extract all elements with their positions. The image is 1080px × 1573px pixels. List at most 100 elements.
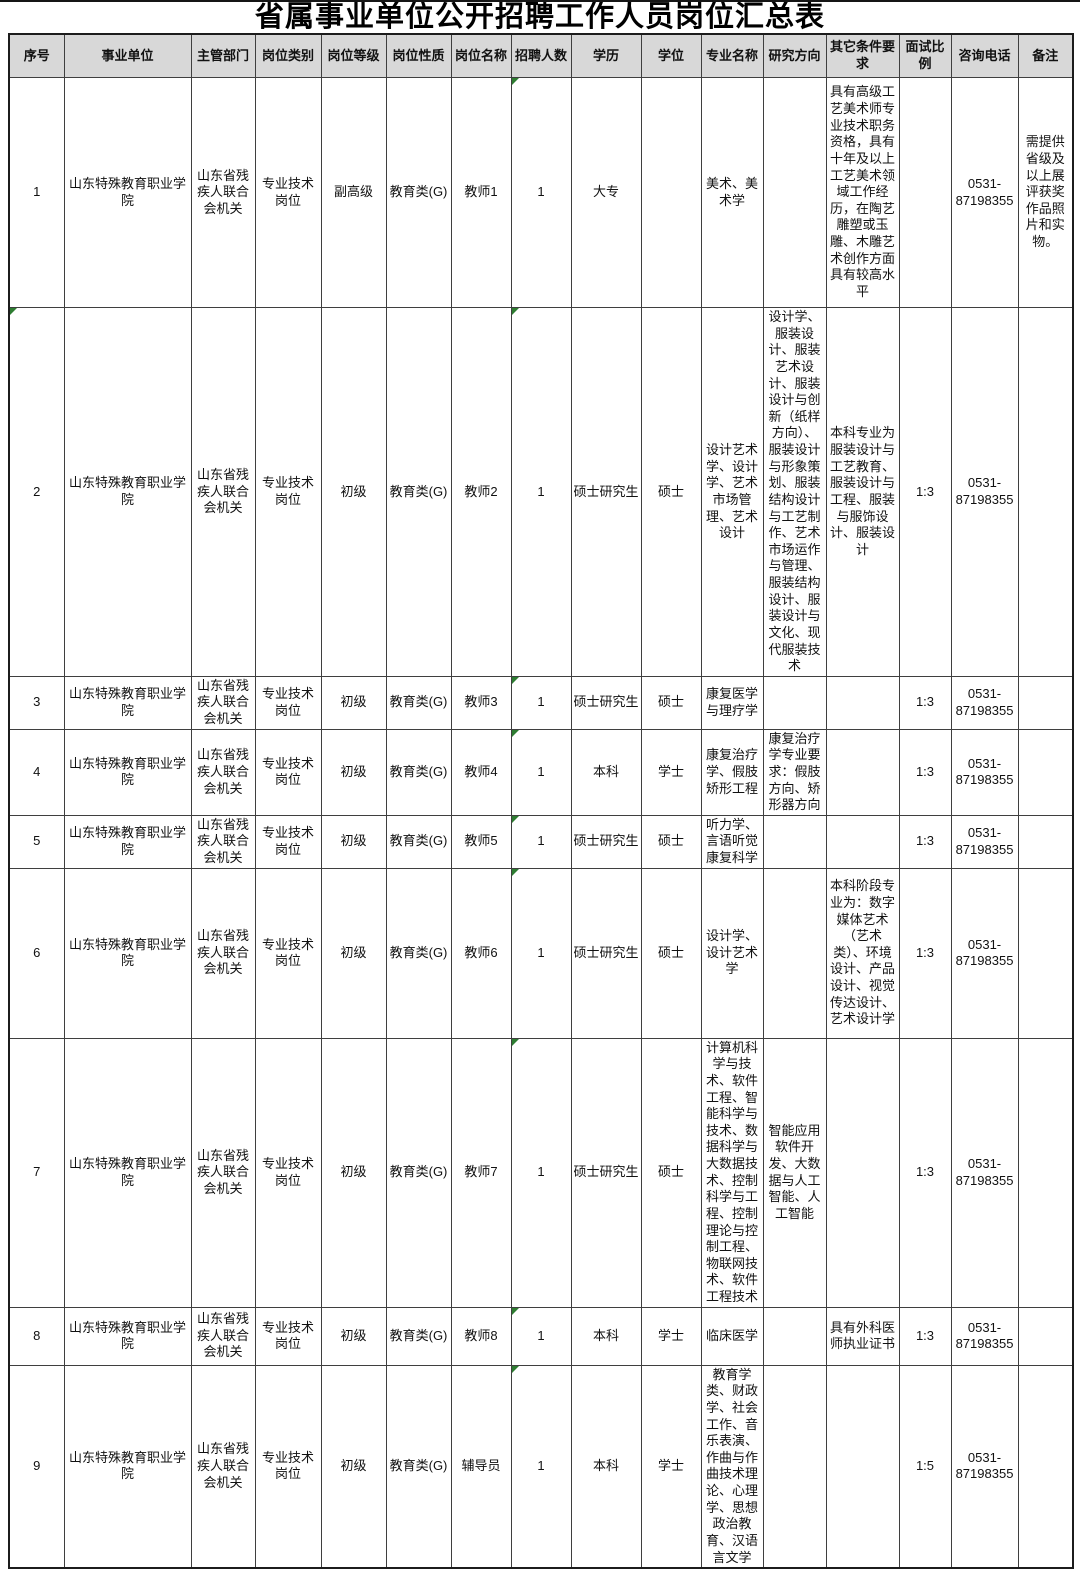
table-cell: 专业技术岗位	[254, 675, 322, 730]
table-cell: 具有外科医师执业证书	[825, 1306, 900, 1366]
table-cell: 1	[510, 675, 572, 730]
table-cell: 康复治疗学、假肢矫形工程	[700, 728, 764, 816]
table-cell: 本科专业为服装设计与工艺教育、服装设计与工程、服装与服饰设计、服装设计	[825, 307, 900, 677]
table-cell: 3	[8, 675, 65, 730]
table-cell: 山东省残疾人联合会机关	[190, 728, 256, 816]
table-cell: 教师2	[450, 307, 512, 677]
table-cell: 教育类(G)	[385, 728, 452, 816]
table-cell: 2	[8, 307, 65, 677]
table-cell: 教育类(G)	[385, 77, 452, 308]
table-cell: 硕士	[640, 867, 702, 1039]
table-cell: 6	[8, 867, 65, 1039]
table-cell: 5	[8, 814, 65, 869]
table-cell: 硕士	[640, 307, 702, 677]
table-cell: 副高级	[320, 77, 387, 308]
table-cell	[1017, 1037, 1074, 1308]
table-cell: 山东省残疾人联合会机关	[190, 1306, 256, 1366]
table-cell	[640, 77, 702, 308]
table-cell: 初级	[320, 1037, 387, 1308]
table-cell: 0531-87198355	[950, 675, 1019, 730]
table-cell: 专业技术岗位	[254, 867, 322, 1039]
column-header-12: 研究方向	[762, 33, 827, 78]
table-cell	[1017, 307, 1074, 677]
table-cell: 1	[510, 1037, 572, 1308]
table-cell: 山东特殊教育职业学院	[63, 307, 192, 677]
table-cell: 8	[8, 1306, 65, 1366]
table-cell: 教育类(G)	[385, 814, 452, 869]
table-cell: 教育类(G)	[385, 1037, 452, 1308]
table-cell: 专业技术岗位	[254, 1037, 322, 1308]
table-cell	[762, 77, 827, 308]
table-cell: 学士	[640, 1364, 702, 1569]
table-cell	[1017, 1306, 1074, 1366]
table-cell: 需提供省级及以上展评获奖作品照片和实物。	[1017, 77, 1074, 308]
column-header-5: 岗位等级	[320, 33, 387, 78]
table-cell	[825, 814, 900, 869]
table-cell: 学士	[640, 1306, 702, 1366]
table-cell	[762, 1364, 827, 1569]
table-cell	[1017, 728, 1074, 816]
table-cell: 康复治疗学专业要求：假肢方向、矫形器方向	[762, 728, 827, 816]
table-row: 4 山东特殊教育职业学院 山东省残疾人联合会机关 专业技术岗位 初级 教育类(G) 教师4 1…	[8, 728, 1074, 816]
table-cell	[825, 728, 900, 816]
table-cell: 0531-87198355	[950, 307, 1019, 677]
table-cell: 本科阶段专业为：数字媒体艺术（艺术类）、环境设计、产品设计、视觉传达设计、艺术设…	[825, 867, 900, 1039]
table-cell: 0531-87198355	[950, 1306, 1019, 1366]
table-cell: 初级	[320, 307, 387, 677]
table-cell: 4	[8, 728, 65, 816]
column-header-14: 面试比例	[898, 33, 952, 78]
table-cell: 山东省残疾人联合会机关	[190, 867, 256, 1039]
table-row: 5 山东特殊教育职业学院 山东省残疾人联合会机关 专业技术岗位 初级 教育类(G) 教师5 1…	[8, 814, 1074, 869]
column-header-2: 事业单位	[63, 33, 192, 78]
table-cell: 初级	[320, 814, 387, 869]
column-header-1: 序号	[8, 33, 65, 78]
table-cell: 0531-87198355	[950, 1037, 1019, 1308]
table-cell: 教育类(G)	[385, 1306, 452, 1366]
table-cell: 1	[510, 814, 572, 869]
table-cell: 设计艺术学、设计学、艺术市场管理、艺术设计	[700, 307, 764, 677]
table-cell: 硕士研究生	[570, 867, 642, 1039]
table-row: 3 山东特殊教育职业学院 山东省残疾人联合会机关 专业技术岗位 初级 教育类(G) 教师3 1…	[8, 675, 1074, 730]
table-cell: 山东特殊教育职业学院	[63, 675, 192, 730]
table-cell: 1	[510, 728, 572, 816]
table-cell: 山东省残疾人联合会机关	[190, 77, 256, 308]
table-cell: 本科	[570, 728, 642, 816]
table-cell: 1	[510, 867, 572, 1039]
table-cell: 1:3	[898, 867, 952, 1039]
table-cell: 专业技术岗位	[254, 814, 322, 869]
table-cell: 1:3	[898, 675, 952, 730]
table-cell: 美术、美术学	[700, 77, 764, 308]
table-cell: 山东特殊教育职业学院	[63, 1306, 192, 1366]
table-cell: 教师8	[450, 1306, 512, 1366]
column-header-15: 咨询电话	[950, 33, 1019, 78]
table-cell: 智能应用软件开发、大数据与人工智能、人工智能	[762, 1037, 827, 1308]
table-cell: 山东特殊教育职业学院	[63, 867, 192, 1039]
table-cell: 1	[510, 1306, 572, 1366]
table-cell: 1	[510, 1364, 572, 1569]
table-cell	[1017, 867, 1074, 1039]
table-cell: 0531-87198355	[950, 1364, 1019, 1569]
column-header-6: 岗位性质	[385, 33, 452, 78]
table-cell: 初级	[320, 675, 387, 730]
table-row: 6 山东特殊教育职业学院 山东省残疾人联合会机关 专业技术岗位 初级 教育类(G) 教师6 1…	[8, 867, 1074, 1039]
table-cell: 专业技术岗位	[254, 307, 322, 677]
table-cell: 专业技术岗位	[254, 728, 322, 816]
positions-table: 序号 事业单位 主管部门 岗位类别 岗位等级 岗位性质 岗位名称 招聘人数 学历 学位 专业名称 研究…	[8, 33, 1074, 1570]
table-cell: 教育学类、财政学、社会工作、音乐表演、作曲与作曲技术理论、心理学、思想政治教育、…	[700, 1364, 764, 1569]
table-cell: 教师1	[450, 77, 512, 308]
table-cell: 教师4	[450, 728, 512, 816]
table-cell: 初级	[320, 867, 387, 1039]
table-cell: 山东特殊教育职业学院	[63, 1364, 192, 1569]
table-cell: 教育类(G)	[385, 307, 452, 677]
table-cell: 专业技术岗位	[254, 77, 322, 308]
table-cell	[825, 1037, 900, 1308]
table-cell: 教师3	[450, 675, 512, 730]
table-cell: 7	[8, 1037, 65, 1308]
table-cell: 0531-87198355	[950, 814, 1019, 869]
table-cell: 硕士研究生	[570, 307, 642, 677]
table-cell: 1	[510, 77, 572, 308]
table-cell: 1:5	[898, 1364, 952, 1569]
table-cell: 1:3	[898, 728, 952, 816]
table-cell	[1017, 1364, 1074, 1569]
